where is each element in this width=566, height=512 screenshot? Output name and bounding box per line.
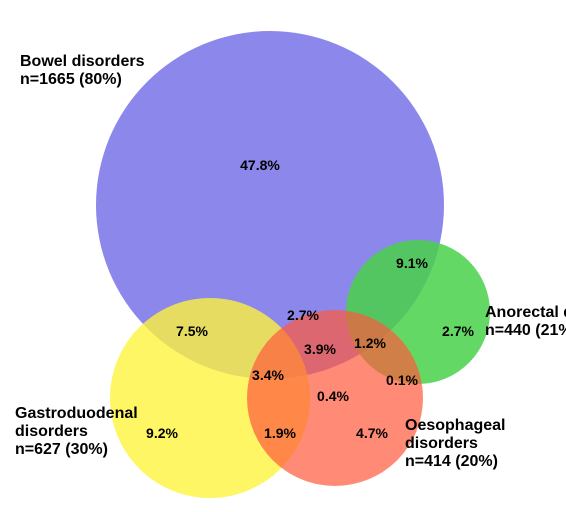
label-bowel: Bowel disorders n=1665 (80%) bbox=[20, 53, 149, 88]
label-gastro-line1: Gastroduodenal bbox=[15, 405, 138, 422]
region-bowel-only: 47.8% bbox=[240, 157, 280, 173]
label-anorectal: Anorectal disorders n=440 (21%) bbox=[485, 304, 566, 339]
region-bowel-gastro: 7.5% bbox=[176, 323, 208, 339]
label-oesoph-line2: disorders bbox=[405, 435, 478, 452]
label-oesoph-line3: n=414 (20%) bbox=[405, 453, 498, 470]
region-bowel-anorectal: 9.1% bbox=[396, 255, 428, 271]
venn-diagram: 47.8% 2.7% 9.2% 4.7% 9.1% 7.5% 2.7% 1.9%… bbox=[0, 0, 566, 512]
label-gastro-line3: n=627 (30%) bbox=[15, 441, 108, 458]
region-gastro-oesoph: 1.9% bbox=[264, 425, 296, 441]
region-anorectal-oesoph: 0.1% bbox=[386, 372, 418, 388]
label-bowel-line1: Bowel disorders bbox=[20, 53, 145, 70]
label-gastro-line2: disorders bbox=[15, 423, 88, 440]
label-oesophageal: Oesophageal disorders n=414 (20%) bbox=[405, 417, 510, 470]
region-gastro-only: 9.2% bbox=[146, 425, 178, 441]
region-bowel-oesoph: 2.7% bbox=[287, 307, 319, 323]
region-bowel-anorectal-oesoph: 1.2% bbox=[354, 335, 386, 351]
region-anorectal-only: 2.7% bbox=[442, 323, 474, 339]
region-bowel-gastro-anorectal: 3.9% bbox=[304, 341, 336, 357]
label-bowel-line2: n=1665 (80%) bbox=[20, 71, 122, 88]
region-bowel-gastro-oesoph: 3.4% bbox=[252, 367, 284, 383]
label-anorectal-line2: n=440 (21%) bbox=[485, 322, 566, 339]
label-oesoph-line1: Oesophageal bbox=[405, 417, 505, 434]
region-oesoph-only: 4.7% bbox=[356, 425, 388, 441]
region-gastro-oesoph-anorectal: 0.4% bbox=[317, 388, 349, 404]
label-anorectal-line1: Anorectal disorders bbox=[485, 304, 566, 321]
